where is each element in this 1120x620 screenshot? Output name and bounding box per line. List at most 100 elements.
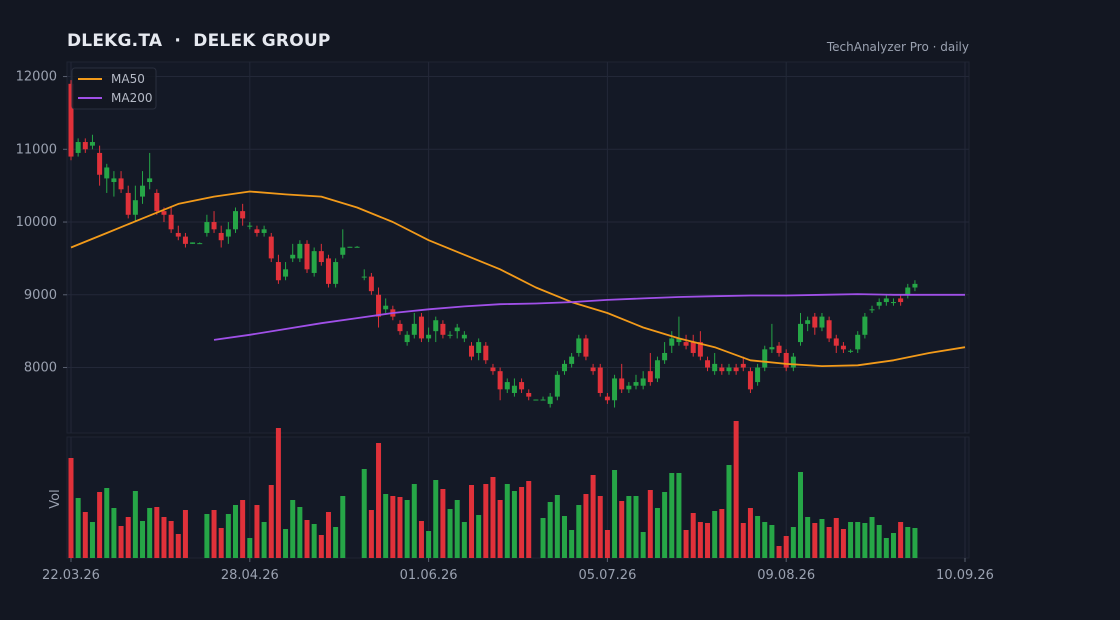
volume-bar	[418, 521, 424, 558]
volume-bar	[898, 522, 904, 558]
candle-body	[762, 349, 768, 368]
candle-body	[247, 225, 253, 227]
candle-body	[833, 338, 839, 346]
volume-bar	[733, 421, 739, 558]
volume-bar	[848, 522, 854, 558]
candle-body	[426, 334, 432, 339]
volume-bar	[283, 529, 289, 558]
volume-bar	[89, 522, 95, 558]
candle-body	[333, 262, 339, 284]
volume-bar	[590, 475, 596, 558]
candle-body	[347, 246, 353, 248]
volume-bar	[469, 485, 475, 558]
candle-body	[876, 302, 882, 306]
candle-body	[440, 323, 446, 335]
candle-body	[140, 185, 146, 197]
volume-bar	[390, 496, 396, 558]
candle-body	[604, 396, 610, 401]
volume-bar	[561, 516, 567, 558]
volume-bar	[612, 470, 618, 558]
volume-bar	[411, 484, 417, 558]
candle-body	[912, 283, 918, 288]
volume-bar	[869, 517, 875, 558]
candle-body	[361, 276, 367, 278]
volume-bar	[712, 511, 718, 558]
volume-bar	[640, 532, 646, 558]
candle-body	[747, 371, 753, 390]
volume-bar	[275, 428, 281, 558]
candle-body	[583, 338, 589, 357]
volume-bar	[883, 538, 889, 558]
candle-body	[504, 382, 510, 390]
candle-body	[697, 342, 703, 357]
x-tick-label: 09.08.26	[757, 568, 815, 583]
volume-bar	[626, 496, 632, 558]
volume-bar	[840, 529, 846, 558]
chart-panels	[66, 61, 970, 559]
volume-bar	[118, 526, 124, 558]
price-panel	[66, 61, 970, 434]
volume-bar	[647, 490, 653, 558]
volume-bar	[426, 531, 432, 558]
y-tick-label: 11000	[16, 142, 57, 157]
candle-body	[533, 399, 539, 401]
candle-body	[569, 356, 575, 364]
volume-bar	[261, 522, 267, 558]
candle-body	[662, 352, 668, 361]
volume-bar	[547, 502, 553, 558]
volume-bar	[182, 510, 188, 558]
candle-body	[526, 392, 532, 397]
volume-bar	[769, 525, 775, 558]
volume-bar	[340, 496, 346, 558]
volume-bar	[247, 538, 253, 558]
candle-body	[519, 382, 525, 390]
volume-bar	[147, 508, 153, 558]
volume-bar	[776, 546, 782, 558]
volume-bar	[812, 523, 818, 558]
candle-body	[268, 236, 274, 259]
candle-body	[182, 236, 188, 244]
x-tick-label: 01.06.26	[400, 568, 458, 583]
candle-body	[104, 167, 110, 179]
volume-bar	[111, 508, 117, 558]
chart-legend[interactable]: MA50 MA200	[71, 67, 157, 110]
volume-bar	[540, 518, 546, 558]
candle-body	[161, 211, 167, 215]
candle-body	[261, 229, 267, 233]
volume-bar	[483, 484, 489, 558]
volume-bar	[75, 498, 81, 558]
candle-body	[290, 254, 296, 259]
volume-bar	[569, 530, 575, 558]
candle-body	[597, 367, 603, 393]
volume-bar	[154, 507, 160, 558]
candle-body	[197, 243, 203, 245]
candle-body	[354, 246, 360, 248]
volume-bar	[705, 523, 711, 558]
candle-body	[218, 232, 224, 241]
candle-body	[769, 347, 775, 350]
candle-body	[469, 345, 475, 357]
candle-body	[869, 309, 875, 311]
x-tick-label: 05.07.26	[578, 568, 636, 583]
candle-body	[454, 327, 460, 332]
volume-bar	[204, 514, 210, 558]
volume-bar	[633, 496, 639, 558]
volume-bar	[404, 500, 410, 558]
volume-bar	[218, 528, 224, 558]
volume-bar	[132, 491, 138, 558]
volume-bar	[461, 522, 467, 558]
candle-body	[898, 298, 904, 303]
candle-body	[812, 316, 818, 328]
volume-bar	[376, 443, 382, 558]
candle-body	[168, 214, 174, 230]
candle-body	[561, 363, 567, 372]
candle-body	[883, 298, 889, 303]
candle-body	[254, 229, 260, 233]
volume-bar	[447, 509, 453, 558]
volume-bar	[697, 522, 703, 558]
volume-bar	[68, 458, 74, 558]
volume-bar	[798, 472, 804, 558]
volume-bar	[740, 523, 746, 558]
volume-bar	[268, 485, 274, 558]
x-tick-label: 22.03.26	[42, 568, 100, 583]
